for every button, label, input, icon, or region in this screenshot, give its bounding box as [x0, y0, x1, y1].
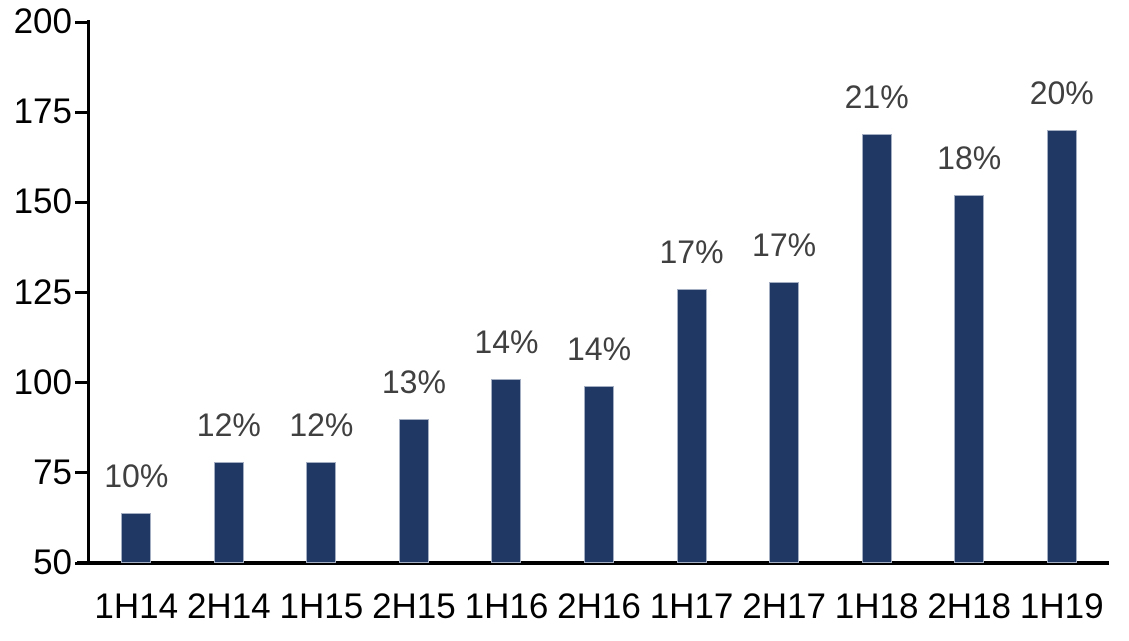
y-tick-label: 100: [13, 362, 72, 402]
y-tick-label: 125: [13, 272, 72, 312]
x-tick-label-2h18: 2H18: [927, 587, 1011, 626]
bar-value-label-2h17: 17%: [752, 226, 817, 263]
bar-1h16: [491, 379, 522, 563]
bar-value-label-1h17: 17%: [659, 233, 724, 270]
bar-1h19: [1046, 130, 1077, 563]
y-axis-tick: [75, 381, 88, 385]
bar-value-label-1h14: 10%: [104, 457, 169, 494]
x-tick-label-1h17: 1H17: [649, 587, 734, 626]
bar-value-label-1h18: 21%: [844, 78, 909, 115]
bar-1h18: [861, 133, 892, 563]
x-tick-label-1h16: 1H16: [464, 587, 549, 626]
x-tick-label-1h19: 1H19: [1019, 587, 1104, 626]
y-axis-line: [87, 20, 90, 564]
bar-value-label-1h19: 20%: [1029, 75, 1094, 112]
bar-value-label-2h18: 18%: [937, 140, 1002, 177]
y-tick-label: 175: [13, 92, 72, 132]
y-axis-tick: [75, 20, 88, 24]
x-tick-label-2h16: 2H16: [557, 587, 641, 626]
x-tick-label-1h15: 1H15: [279, 587, 364, 626]
bar-1h15: [306, 462, 337, 563]
bar-value-label-2h15: 13%: [381, 363, 446, 400]
bar-value-label-1h15: 12%: [289, 407, 354, 443]
y-tick-label: 75: [33, 452, 72, 492]
bar-2h14: [213, 462, 244, 563]
y-tick-label: 50: [33, 543, 72, 582]
y-axis-tick: [75, 110, 88, 114]
y-axis-tick: [75, 200, 88, 204]
bar-value-label-1h16: 14%: [474, 324, 539, 361]
x-tick-label-2h14: 2H14: [186, 587, 271, 626]
bar-2h17: [769, 281, 800, 563]
y-axis-tick: [75, 291, 88, 294]
bar-2h18: [954, 195, 985, 563]
x-tick-label-1h14: 1H14: [94, 587, 179, 626]
x-axis-line: [77, 561, 1109, 565]
y-tick-label: 200: [13, 2, 72, 41]
y-tick-label: 150: [13, 182, 72, 222]
y-axis-tick: [75, 471, 88, 475]
x-tick-label-1h18: 1H18: [834, 587, 919, 626]
x-tick-label-2h17: 2H17: [742, 587, 826, 626]
y-axis-tick: [75, 561, 88, 565]
bar-1h14: [121, 512, 152, 563]
x-tick-label-2h15: 2H15: [372, 587, 456, 626]
bar-value-label-2h16: 14%: [566, 331, 632, 368]
bar-value-label-2h14: 12%: [196, 407, 261, 443]
bar-1h17: [676, 288, 707, 563]
bar-2h15: [398, 418, 429, 563]
bar-2h16: [584, 386, 614, 563]
